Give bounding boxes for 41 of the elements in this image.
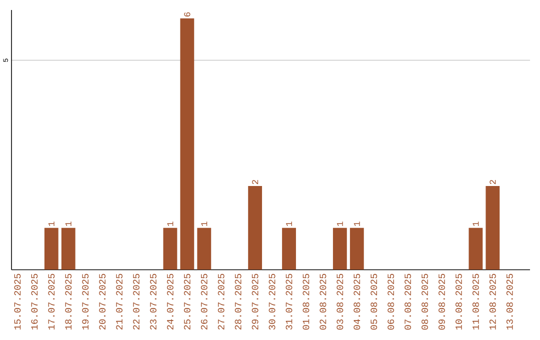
x-tick-label: 05.08.2025 [370,274,378,330]
x-tick-label: 15.07.2025 [14,274,21,330]
data-label: 1 [48,222,54,226]
x-tick-label: 28.07.2025 [234,274,242,330]
x-tick-label: 19.07.2025 [82,274,89,330]
x-tick-label: 01.08.2025 [302,274,310,330]
x-tick-label: 08.08.2025 [422,274,428,330]
x-tick-label: 02.08.2025 [320,274,326,330]
x-tick-label: 27.07.2025 [218,274,224,330]
x-tick-label: 29.07.2025 [252,274,258,330]
x-tick-label: 17.07.2025 [48,274,55,330]
x-tick-label: 31.07.2025 [286,274,292,330]
data-label: 1 [336,222,343,226]
x-tick-label: 16.07.2025 [31,274,38,330]
x-tick-label: 07.08.2025 [404,274,412,330]
data-label: 1 [167,222,174,226]
x-tick-label: 06.08.2025 [388,274,394,330]
data-label: 1 [354,222,360,226]
x-tick-label: 30.07.2025 [268,274,276,330]
x-tick-label: 24.07.2025 [166,274,174,330]
data-label: 6 [184,12,190,17]
x-tick-label: 09.08.2025 [438,274,445,330]
x-tick-label: 18.07.2025 [65,274,72,330]
data-label: 2 [490,180,496,184]
x-tick-label: 21.07.2025 [116,274,123,330]
x-tick-label: 23.07.2025 [150,274,156,330]
data-label: 1 [65,222,72,226]
x-tick-label: 26.07.2025 [200,274,208,330]
data-label: 1 [472,222,479,226]
x-tick-label: 13.08.2025 [506,274,513,330]
x-tick-label: 25.07.2025 [184,274,190,330]
x-tick-label: 20.07.2025 [99,274,106,330]
x-tick-label: 10.08.2025 [456,274,462,330]
x-tick-label: 11.08.2025 [472,274,479,330]
x-tick-label: 12.08.2025 [489,274,496,330]
x-tick-label: 22.07.2025 [133,274,140,330]
data-label: 1 [201,222,208,226]
data-label: 2 [252,180,258,184]
x-tick-label: 03.08.2025 [336,274,344,330]
data-label: 1 [286,222,292,226]
x-tick-label: 04.08.2025 [354,274,360,330]
